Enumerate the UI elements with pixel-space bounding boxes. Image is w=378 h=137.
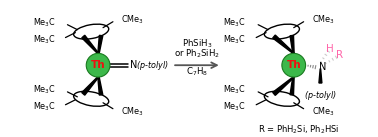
- Circle shape: [86, 53, 110, 77]
- Text: CMe$_3$: CMe$_3$: [311, 105, 334, 118]
- Text: CMe$_3$: CMe$_3$: [121, 105, 144, 118]
- Text: Me$_3$C: Me$_3$C: [33, 84, 56, 96]
- Text: H: H: [327, 44, 334, 54]
- Text: ($p$-tolyl): ($p$-tolyl): [136, 59, 168, 72]
- Circle shape: [282, 53, 305, 77]
- Text: Me$_3$C: Me$_3$C: [33, 100, 56, 113]
- Text: N: N: [319, 62, 327, 72]
- Polygon shape: [290, 35, 294, 56]
- Polygon shape: [98, 74, 103, 95]
- Text: Me$_3$C: Me$_3$C: [223, 16, 246, 29]
- Text: Me$_3$C: Me$_3$C: [33, 16, 56, 29]
- Text: Me$_3$C: Me$_3$C: [223, 84, 246, 96]
- Text: Th: Th: [91, 60, 105, 70]
- Text: Me$_3$C: Me$_3$C: [223, 33, 246, 46]
- Polygon shape: [82, 77, 98, 95]
- Text: C$_7$H$_8$: C$_7$H$_8$: [186, 66, 208, 78]
- Text: CMe$_3$: CMe$_3$: [121, 14, 144, 26]
- Polygon shape: [290, 74, 294, 95]
- Text: Th: Th: [287, 60, 301, 70]
- Text: R = PhH$_2$Si, Ph$_2$HSi: R = PhH$_2$Si, Ph$_2$HSi: [258, 123, 339, 136]
- Polygon shape: [273, 77, 294, 95]
- Text: or Ph$_2$SiH$_2$: or Ph$_2$SiH$_2$: [174, 47, 220, 60]
- Polygon shape: [273, 35, 294, 54]
- Polygon shape: [319, 69, 322, 83]
- Polygon shape: [98, 35, 103, 56]
- Text: Me$_3$C: Me$_3$C: [223, 100, 246, 113]
- Polygon shape: [82, 35, 98, 54]
- Text: R: R: [336, 50, 343, 60]
- Text: ($p$-tolyl): ($p$-tolyl): [304, 89, 337, 102]
- Text: N: N: [130, 60, 137, 70]
- Text: CMe$_3$: CMe$_3$: [311, 14, 334, 26]
- Text: PhSiH$_3$: PhSiH$_3$: [182, 37, 212, 50]
- Text: Me$_3$C: Me$_3$C: [33, 33, 56, 46]
